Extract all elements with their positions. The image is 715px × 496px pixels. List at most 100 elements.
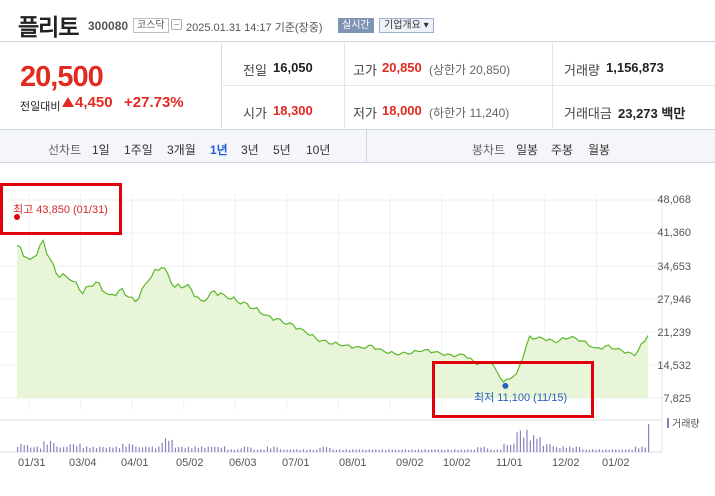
period-10y[interactable]: 10년 — [306, 143, 331, 157]
stat-amount: 거래대금 23,273 백만 — [552, 86, 715, 128]
y-tick: 21,239 — [657, 327, 691, 339]
volume-bar — [355, 449, 357, 452]
volume-bar — [322, 446, 324, 452]
volume-bar — [500, 449, 502, 452]
volume-bar — [552, 446, 554, 452]
x-tick: 11/01 — [496, 457, 523, 469]
volume-bar — [365, 449, 367, 452]
stat-open: 시가 18,300 — [223, 86, 344, 128]
volume-bar — [598, 449, 600, 452]
volume-bar — [49, 440, 52, 452]
volume-bar — [335, 449, 337, 452]
volume-bar — [417, 449, 420, 452]
volume-bar — [92, 446, 94, 452]
period-3m[interactable]: 3개월 — [167, 143, 196, 157]
volume-bar — [224, 446, 226, 452]
volume-bar — [56, 446, 58, 452]
low-annotation: 최저 11,100 (11/15) — [474, 392, 568, 404]
volume-bar — [86, 446, 88, 452]
volume-bar — [496, 449, 498, 452]
volume-bar — [237, 449, 239, 452]
amount-label: 거래대금 — [564, 106, 612, 121]
candle-weekly[interactable]: 주봉 — [551, 143, 574, 157]
volume-bar — [473, 449, 475, 452]
volume-bar — [529, 440, 531, 452]
change-rate: +27.73% — [124, 94, 184, 111]
high-highlight-box — [0, 183, 122, 235]
stats-grid: 전일 16,050 고가 20,850 (상한가 20,850) 거래량 1,1… — [223, 43, 715, 128]
prev-close-value: 16,050 — [273, 60, 313, 75]
open-value: 18,300 — [273, 103, 313, 118]
volume-bar — [201, 446, 203, 452]
y-tick: 41,360 — [657, 227, 691, 239]
volume-bar — [611, 449, 613, 452]
volume-bar — [158, 446, 160, 452]
stock-header: 플리토 300080 코스닥 2025.01.31 14:17 기준(장중) 실… — [0, 0, 715, 42]
period-3y[interactable]: 3년 — [241, 143, 259, 157]
volume-bar — [398, 449, 400, 452]
volume-bar — [197, 447, 199, 452]
volume-bar — [493, 450, 495, 452]
volume-bar — [625, 449, 627, 452]
candle-monthly[interactable]: 월봉 — [588, 143, 611, 157]
volume-bar — [286, 449, 288, 452]
volume-bar — [585, 449, 587, 452]
line-chart-label: 선차트 — [48, 143, 82, 157]
volume-bar — [401, 449, 403, 452]
period-1y[interactable]: 1년 — [210, 143, 228, 157]
volume-bar — [352, 449, 354, 452]
volume-bar — [602, 450, 604, 452]
volume-bar — [270, 448, 272, 452]
volume-bar — [148, 447, 150, 452]
period-1w[interactable]: 1주일 — [124, 143, 153, 157]
volume-bar — [312, 449, 314, 452]
realtime-button[interactable]: 실시간 — [338, 18, 374, 33]
price-panel: 20,500 전일대비 4,450 +27.73% — [0, 43, 222, 128]
y-tick: 27,946 — [657, 294, 691, 306]
volume-bar — [546, 444, 548, 452]
volume-bar — [329, 448, 331, 452]
volume-bar — [371, 449, 374, 452]
volume-bar — [296, 449, 298, 452]
corp-info-dropdown[interactable]: 기업개요 ▾ — [379, 18, 434, 33]
volume-bar — [155, 448, 157, 452]
volume-bar — [145, 446, 147, 452]
volume-bar — [109, 447, 111, 452]
volume-bar — [33, 447, 35, 452]
volume-bar — [378, 450, 380, 452]
volume-bar — [450, 449, 452, 452]
volume-bar — [302, 449, 305, 452]
candle-daily[interactable]: 일봉 — [516, 143, 539, 157]
high-marker — [14, 214, 20, 220]
volume-bar — [299, 450, 301, 452]
x-tick: 06/03 — [229, 457, 257, 469]
volume-bar — [168, 440, 170, 452]
volume-bar — [427, 449, 429, 452]
change-label: 전일대비 — [20, 101, 61, 113]
volume-bar — [40, 448, 42, 452]
volume-label: 거래량 — [564, 63, 600, 78]
price-chart[interactable]: 48,068 41,360 34,653 27,946 21,239 14,53… — [0, 164, 715, 496]
up-triangle-icon — [62, 97, 74, 107]
volume-bar — [59, 447, 61, 452]
volume-bar — [385, 450, 387, 452]
volume-bar — [582, 449, 584, 452]
volume-bar — [171, 439, 173, 452]
volume-bar — [579, 446, 581, 452]
volume-bar — [523, 437, 525, 452]
volume-bar — [174, 447, 176, 452]
x-tick: 07/01 — [282, 457, 310, 469]
period-1d[interactable]: 1일 — [92, 143, 110, 157]
volume-bar — [575, 446, 577, 452]
period-5y[interactable]: 5년 — [273, 143, 291, 157]
volume-bar — [605, 449, 607, 452]
y-tick: 34,653 — [657, 261, 691, 273]
volume-bar — [608, 450, 610, 452]
volume-bar — [132, 444, 134, 452]
volume-bar — [122, 443, 124, 452]
high-annotation: 최고 43,850 (01/31) — [13, 204, 108, 216]
volume-bar — [181, 446, 183, 452]
volume-bar — [118, 448, 121, 452]
volume-bar — [309, 449, 311, 452]
volume-bar — [510, 444, 512, 452]
